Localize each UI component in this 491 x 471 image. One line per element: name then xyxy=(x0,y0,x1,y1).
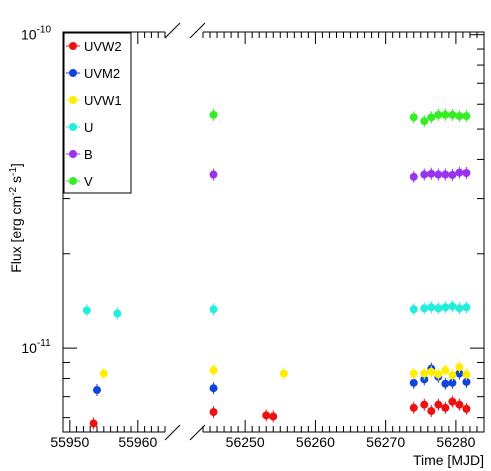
data-point-uvw1 xyxy=(448,371,457,380)
data-point-b xyxy=(420,170,429,179)
data-point-u xyxy=(209,305,218,314)
data-point-u xyxy=(427,303,436,312)
data-point-uvw1 xyxy=(279,369,288,378)
data-points xyxy=(82,108,471,430)
data-point-uvm2 xyxy=(441,379,450,388)
y-axis-label: Flux [erg cm-2 s-1] xyxy=(8,163,24,273)
data-point-v xyxy=(455,112,464,121)
data-point-uvw2 xyxy=(441,403,450,412)
data-point-uvw1 xyxy=(427,367,436,376)
data-point-uvw1 xyxy=(99,369,108,378)
data-point-b xyxy=(455,168,464,177)
data-point-b xyxy=(441,170,450,179)
data-point-u xyxy=(113,309,122,318)
legend-label-v: V xyxy=(84,174,93,189)
data-point-u xyxy=(448,302,457,311)
data-point-u xyxy=(82,306,91,315)
x-tick-label: 56270 xyxy=(366,434,405,450)
data-point-u xyxy=(409,305,418,314)
data-point-u xyxy=(462,303,471,312)
data-point-uvm2 xyxy=(409,378,418,387)
axis-break-mark-top-right xyxy=(189,22,206,39)
data-point-v xyxy=(420,117,429,126)
data-point-uvw2 xyxy=(455,400,464,409)
legend-label-b: B xyxy=(84,147,93,162)
data-point-b xyxy=(434,170,443,179)
data-point-uvm2 xyxy=(455,369,464,378)
data-point-v xyxy=(434,110,443,119)
data-point-uvw1 xyxy=(455,363,464,372)
legend-label-uvm2: UVM2 xyxy=(84,66,120,81)
x-tick-label: 56250 xyxy=(226,434,265,450)
legend-box xyxy=(63,32,132,194)
data-point-uvm2 xyxy=(448,378,457,387)
data-point-uvw2 xyxy=(420,400,429,409)
svg-text:Flux [erg cm-2 s-1]: Flux [erg cm-2 s-1] xyxy=(8,163,24,273)
axis-break-mark-top-left xyxy=(164,22,181,39)
data-point-v xyxy=(462,112,471,121)
data-point-v xyxy=(448,110,457,119)
x-axis-label: Time [MJD] xyxy=(413,452,484,468)
data-point-uvw1 xyxy=(420,369,429,378)
data-point-u xyxy=(434,304,443,313)
y-tick-label: 10-11 xyxy=(21,338,51,356)
legend-marker-v xyxy=(69,177,77,185)
data-point-u xyxy=(441,303,450,312)
data-point-uvw2 xyxy=(269,412,278,421)
legend-marker-uvw1 xyxy=(69,96,77,104)
legend-marker-b xyxy=(69,150,77,158)
data-point-u xyxy=(455,304,464,313)
legend-marker-u xyxy=(69,123,77,131)
y-tick-label: 10-10 xyxy=(21,25,51,43)
axis-break-gap xyxy=(165,24,203,440)
data-point-uvw1 xyxy=(441,366,450,375)
data-point-v xyxy=(409,113,418,122)
data-point-v xyxy=(441,110,450,119)
data-point-uvm2 xyxy=(462,377,471,386)
x-tick-label: 56260 xyxy=(296,434,335,450)
data-point-b xyxy=(462,169,471,178)
data-point-uvw1 xyxy=(462,370,471,379)
data-point-v xyxy=(427,113,436,122)
data-point-uvw2 xyxy=(427,407,436,416)
data-point-u xyxy=(420,304,429,313)
data-point-b xyxy=(209,170,218,179)
legend: UVW2 UVM2 UVW1 UBV xyxy=(63,32,132,194)
data-point-uvm2 xyxy=(209,384,218,393)
x-tick-label: 56280 xyxy=(436,434,475,450)
legend-marker-uvm2 xyxy=(69,69,77,77)
legend-label-u: U xyxy=(84,120,93,135)
legend-marker-uvw2 xyxy=(69,42,77,50)
data-point-uvw2 xyxy=(209,408,218,417)
data-point-uvw2 xyxy=(462,404,471,413)
data-point-uvw1 xyxy=(409,369,418,378)
data-point-b xyxy=(427,169,436,178)
x-tick-label: 55950 xyxy=(50,434,89,450)
data-point-uvw2 xyxy=(89,419,98,428)
data-point-uvm2 xyxy=(93,386,101,395)
data-point-uvw2 xyxy=(448,397,457,406)
axis-break-mark-bottom-left xyxy=(164,424,181,441)
data-point-uvw2 xyxy=(262,411,271,420)
x-tick-label: 55960 xyxy=(118,434,157,450)
data-point-b xyxy=(409,172,418,181)
data-point-b xyxy=(448,170,457,179)
legend-label-uvw2: UVW2 xyxy=(84,39,122,54)
data-point-uvw2 xyxy=(434,400,443,409)
legend-label-uvw1: UVW1 xyxy=(84,93,122,108)
data-point-uvw1 xyxy=(434,370,443,379)
data-point-uvw2 xyxy=(409,403,418,412)
data-point-v xyxy=(209,110,218,119)
data-point-uvw1 xyxy=(209,366,218,375)
